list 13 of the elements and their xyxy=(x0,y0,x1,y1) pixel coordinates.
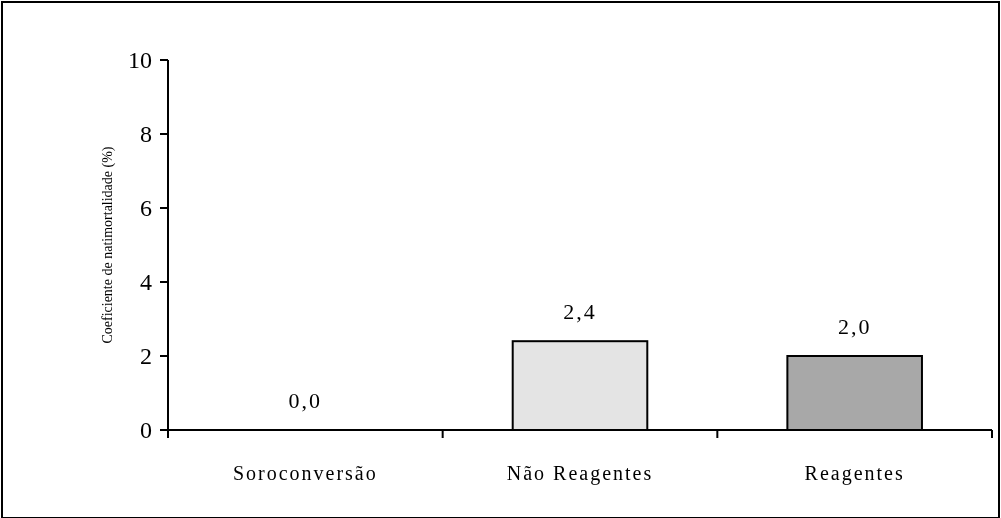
x-tick-label: Soroconversão xyxy=(232,462,378,484)
y-tick-label: 2 xyxy=(140,343,152,370)
x-tick-label: Reagentes xyxy=(804,462,905,485)
y-axis-title: Coeficiente de natimortalidade (%) xyxy=(100,146,116,344)
y-tick-label: 6 xyxy=(140,195,152,222)
y-tick-label: 8 xyxy=(140,121,152,148)
data-label: 2,4 xyxy=(563,299,597,325)
data-label: 0,0 xyxy=(288,388,323,413)
data-label: 2,0 xyxy=(837,314,872,339)
y-tick-label: 0 xyxy=(140,417,152,444)
y-tick-label: 10 xyxy=(128,47,152,74)
x-tick-label: Não Reagentes xyxy=(506,462,654,485)
y-tick-label: 4 xyxy=(140,269,152,296)
